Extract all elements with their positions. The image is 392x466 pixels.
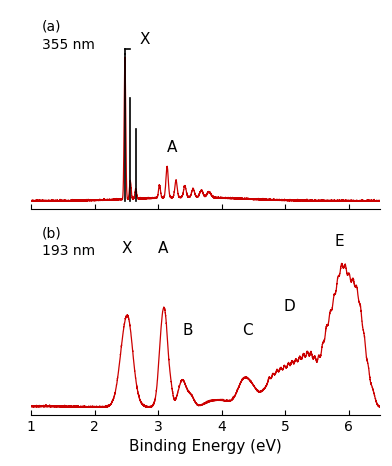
Text: A: A [158,241,168,256]
Text: X: X [139,32,150,47]
Text: X: X [121,241,132,256]
Text: A: A [167,140,177,155]
Text: (b)
193 nm: (b) 193 nm [42,226,95,259]
Text: (a)
355 nm: (a) 355 nm [42,20,95,52]
Text: C: C [242,323,252,338]
Text: E: E [334,234,344,249]
Text: B: B [182,323,193,338]
X-axis label: Binding Energy (eV): Binding Energy (eV) [129,439,282,454]
Text: D: D [283,299,295,314]
